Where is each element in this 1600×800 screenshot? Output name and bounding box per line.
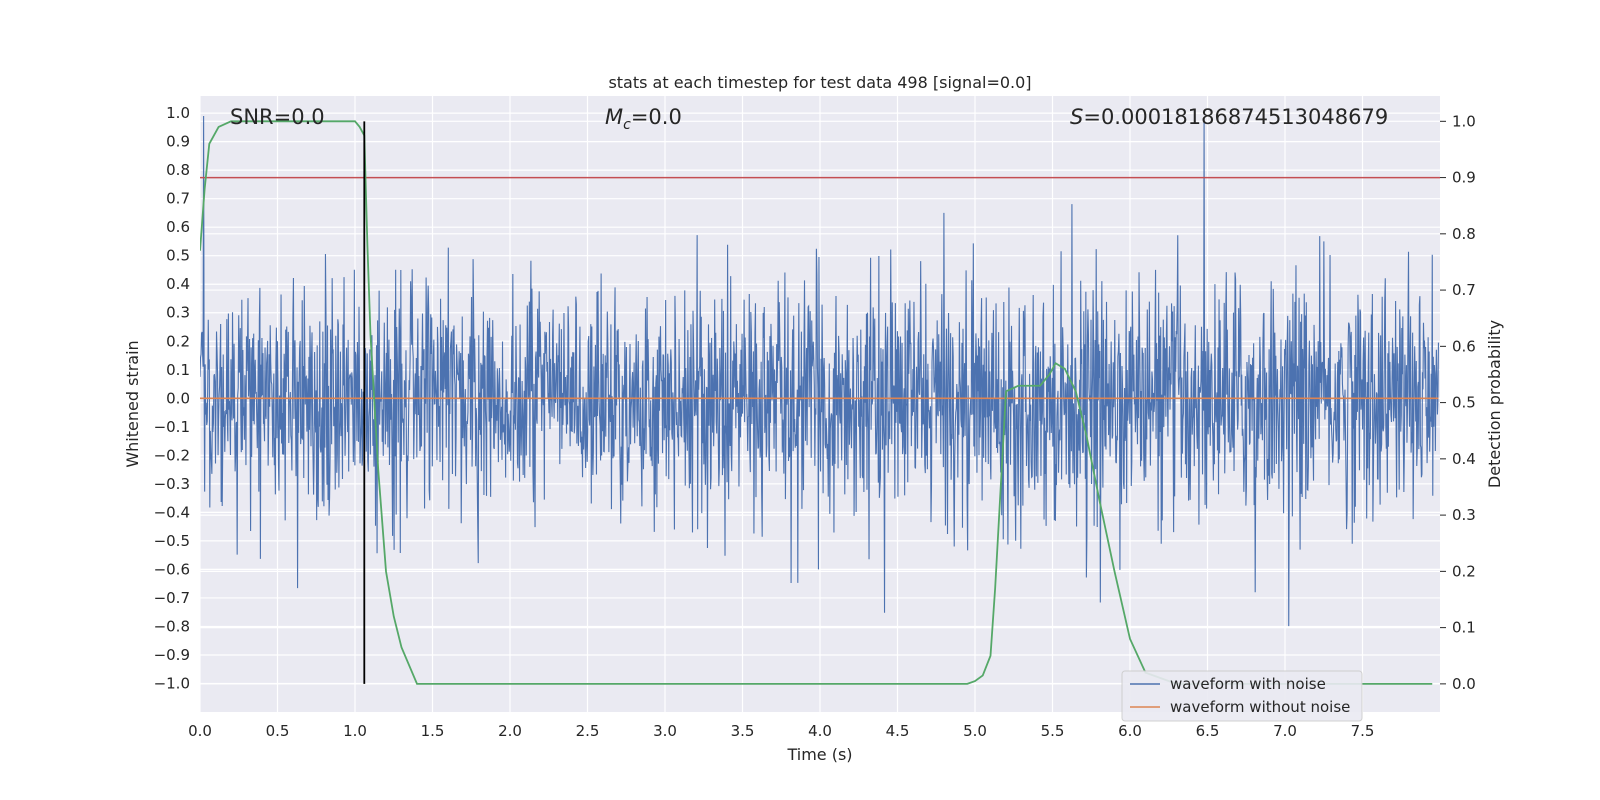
y-axis-left: 1.0 0.9 0.8 0.7 0.6 0.5 0.4 0.3 0.2 0.1 0.0 −0.1 −0.… bbox=[154, 104, 190, 692]
y-tick-label: −0.7 bbox=[154, 589, 190, 607]
legend: waveform with noise waveform without noi… bbox=[1121, 670, 1363, 722]
x-axis-label: Time (s) bbox=[786, 745, 852, 764]
s-value: =0.00018186874513048679 bbox=[1083, 105, 1388, 129]
y-tick-label: −0.9 bbox=[154, 646, 190, 664]
x-tick-label: 3.0 bbox=[653, 722, 677, 740]
y-tick-label: 0.6 bbox=[166, 218, 190, 236]
y-tick-label: 0.7 bbox=[166, 190, 190, 208]
y2-tick-label: 0.6 bbox=[1452, 337, 1476, 355]
legend-label-noise: waveform with noise bbox=[1170, 675, 1326, 693]
x-tick-label: 6.0 bbox=[1118, 722, 1142, 740]
y-tick-label: −0.5 bbox=[154, 532, 190, 550]
y2-tick-label: 0.4 bbox=[1452, 450, 1476, 468]
x-tick-label: 4.0 bbox=[808, 722, 832, 740]
y-axis-label: Whitened strain bbox=[123, 340, 142, 467]
series-waveform-with-noise bbox=[200, 115, 1439, 627]
y2-tick-label: 0.0 bbox=[1452, 675, 1476, 693]
mc-subscript: c bbox=[623, 117, 631, 133]
x-tick-label: 2.0 bbox=[498, 722, 522, 740]
y2-tick-label: 1.0 bbox=[1452, 112, 1476, 130]
x-tick-label: 5.5 bbox=[1041, 722, 1065, 740]
y2-tick-label: 0.5 bbox=[1452, 394, 1476, 412]
mc-annotation: Mc=0.0 bbox=[605, 105, 682, 133]
x-tick-label: 2.5 bbox=[576, 722, 600, 740]
x-tick-label: 4.5 bbox=[886, 722, 910, 740]
snr-annotation: SNR=0.0 bbox=[230, 105, 325, 129]
y-tick-label: 0.4 bbox=[166, 275, 190, 293]
x-tick-label: 7.5 bbox=[1351, 722, 1375, 740]
x-tick-label: 0.0 bbox=[188, 722, 212, 740]
series-layer bbox=[200, 115, 1440, 685]
y-tick-label: −1.0 bbox=[154, 674, 190, 692]
legend-box bbox=[1121, 670, 1363, 722]
y-tick-label: 1.0 bbox=[166, 104, 190, 122]
x-tick-label: 1.5 bbox=[421, 722, 445, 740]
s-annotation: S=0.00018186874513048679 bbox=[1070, 105, 1388, 129]
chart-title: stats at each timestep for test data 498… bbox=[608, 73, 1031, 92]
x-tick-label: 5.0 bbox=[963, 722, 987, 740]
x-tick-label: 3.5 bbox=[731, 722, 755, 740]
y-tick-label: 0.9 bbox=[166, 133, 190, 151]
y2-tick-label: 0.1 bbox=[1452, 619, 1476, 637]
y2-tick-label: 0.8 bbox=[1452, 225, 1476, 243]
series-detection-probability bbox=[200, 120, 1433, 685]
mc-value: =0.0 bbox=[631, 105, 682, 129]
x-tick-label: 6.5 bbox=[1196, 722, 1220, 740]
y-tick-label: 0.3 bbox=[166, 304, 190, 322]
y2-tick-label: 0.7 bbox=[1452, 281, 1476, 299]
y2-tick-label: 0.2 bbox=[1452, 562, 1476, 580]
x-axis: 0.0 0.5 1.0 1.5 2.0 2.5 3.0 3.5 4.0 4.5 5.0 5.5 6.0 6… bbox=[188, 722, 1374, 740]
x-tick-label: 1.0 bbox=[343, 722, 367, 740]
y-tick-label: −0.8 bbox=[154, 617, 190, 635]
y2-tick-label: 0.9 bbox=[1452, 169, 1476, 187]
s-symbol: S bbox=[1070, 105, 1083, 129]
y-tick-label: −0.4 bbox=[154, 503, 190, 521]
y-tick-label: 0.0 bbox=[166, 389, 190, 407]
y-tick-label: 0.2 bbox=[166, 332, 190, 350]
y-tick-label: 0.8 bbox=[166, 161, 190, 179]
y2-tick-label: 0.3 bbox=[1452, 506, 1476, 524]
y-tick-label: 0.1 bbox=[166, 361, 190, 379]
y-tick-label: −0.3 bbox=[154, 475, 190, 493]
x-tick-label: 0.5 bbox=[266, 722, 290, 740]
y-tick-label: −0.2 bbox=[154, 446, 190, 464]
y-tick-label: 0.5 bbox=[166, 247, 190, 265]
plot-area bbox=[200, 115, 1440, 685]
y-tick-label: −0.1 bbox=[154, 418, 190, 436]
y2-axis-label: Detection probability bbox=[1485, 320, 1504, 488]
y-tick-label: −0.6 bbox=[154, 560, 190, 578]
x-tick-label: 7.0 bbox=[1273, 722, 1297, 740]
y-axis-right: 1.0 0.9 0.8 0.7 0.6 0.5 0.4 0.3 0.2 0.1 0.0 bbox=[1440, 112, 1476, 693]
mc-symbol: M bbox=[605, 105, 623, 129]
legend-label-clean: waveform without noise bbox=[1170, 698, 1350, 716]
